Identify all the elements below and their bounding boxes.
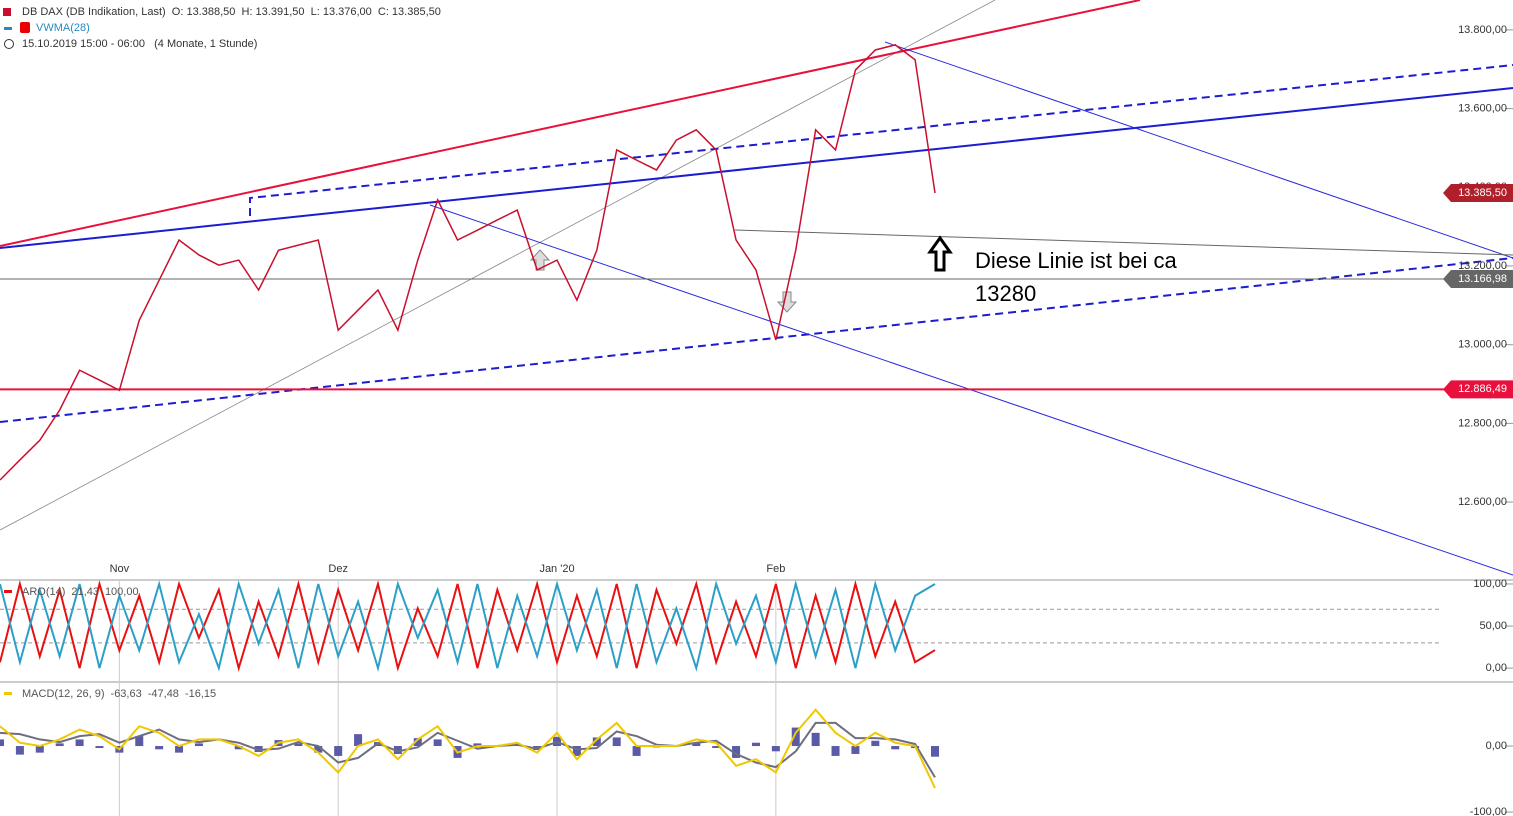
histogram-bar [294,743,303,747]
histogram-bar [592,737,601,747]
panel-title: MACD(12, 26, 9) [22,688,105,700]
histogram-bar [572,746,581,756]
x-tick-label: Jan '20 [539,563,574,575]
trend-line [0,257,1513,423]
histogram-bar [931,746,939,757]
histogram-bar [334,746,343,756]
x-tick-label: Nov [110,563,130,575]
price-box [1443,269,1513,288]
trend-line [884,41,1513,259]
x-tick-label: Feb [766,563,785,575]
trend-line [0,87,1513,249]
histogram-bar [692,742,701,747]
y-tick-label: 12.600,00 [1458,496,1507,508]
y-tick-label: 12.800,00 [1458,417,1507,429]
price-box-label: 12.886,49 [1458,383,1507,395]
histogram-bar [194,743,203,747]
legend-swatch [4,27,12,30]
legend-value: 21,43 [71,586,99,598]
price-box [1443,183,1513,202]
histogram-bar [413,738,422,747]
panel-title: ARO(14) [22,586,65,598]
series-line [0,44,936,481]
histogram-bar [732,746,741,758]
y-tick-label: 50,00 [1479,620,1507,632]
histogram-bar [55,743,64,747]
clock-icon [4,39,14,49]
histogram-bar [751,742,760,747]
annotation: 13280 [975,281,1036,306]
histogram-bar [433,739,442,747]
series-line [0,708,936,789]
trend-line [0,0,996,531]
trend-line [249,64,1513,216]
histogram-bar [95,746,104,749]
price-box-label: 13.166,98 [1458,273,1507,285]
histogram-bar [811,732,820,747]
price-box-label: 13.385,50 [1458,187,1507,199]
histogram-bar [612,737,621,747]
histogram-bar [791,727,800,747]
signal-arrow [529,249,551,271]
histogram-bar [234,746,243,750]
annotation: Diese Linie ist bei ca [975,248,1178,273]
y-tick-label: 0,00 [1486,740,1507,752]
chart-subtitle: 15.10.2019 15:00 - 06:00 (4 Monate, 1 St… [22,38,257,50]
trend-line [734,229,1513,256]
histogram-bar [354,734,363,747]
histogram-bar [75,739,84,747]
histogram-bar [155,746,164,750]
histogram-bar [871,740,880,747]
histogram-bar [771,746,780,752]
annotation-arrow [927,235,953,272]
y-tick-label: 13.600,00 [1458,103,1507,115]
histogram-bar [851,746,860,754]
legend-value: 100,00 [105,586,139,598]
signal-arrow [776,291,798,313]
y-tick-label: 13.000,00 [1458,339,1507,351]
histogram-bar [712,746,721,749]
y-tick-label: -100,00 [1470,806,1507,816]
chart-title: DB DAX (DB Indikation, Last) O: 13.388,5… [22,6,441,18]
symbol-icon [3,8,11,16]
y-tick-label: 13.200,00 [1458,260,1507,272]
legend-value: -63,63 [111,688,142,700]
histogram-bar [0,739,4,747]
alert-icon [20,22,30,33]
price-box [1443,380,1513,399]
trend-lines [0,0,1513,576]
histogram-bar [314,746,323,753]
x-tick-label: Dez [328,563,348,575]
legend-swatch [4,692,12,695]
histogram-bar [632,746,641,756]
legend-value: -16,15 [185,688,216,700]
y-tick-label: 0,00 [1486,662,1507,674]
histogram-bar [35,746,44,753]
histogram-bar [15,746,24,755]
histogram-bar [891,746,900,750]
legend-value: -47,48 [148,688,179,700]
histogram-bar [135,736,144,747]
y-tick-label: 100,00 [1473,578,1507,590]
trend-line [0,0,1141,247]
legend-entry: VWMA(28) [36,22,90,34]
histogram-bar [831,746,840,756]
legend-swatch [4,590,12,593]
histogram-bar [393,746,402,754]
series-line [0,580,936,672]
histogram-bar [175,746,184,753]
y-tick-label: 13.800,00 [1458,24,1507,36]
histogram-bar [473,743,482,747]
